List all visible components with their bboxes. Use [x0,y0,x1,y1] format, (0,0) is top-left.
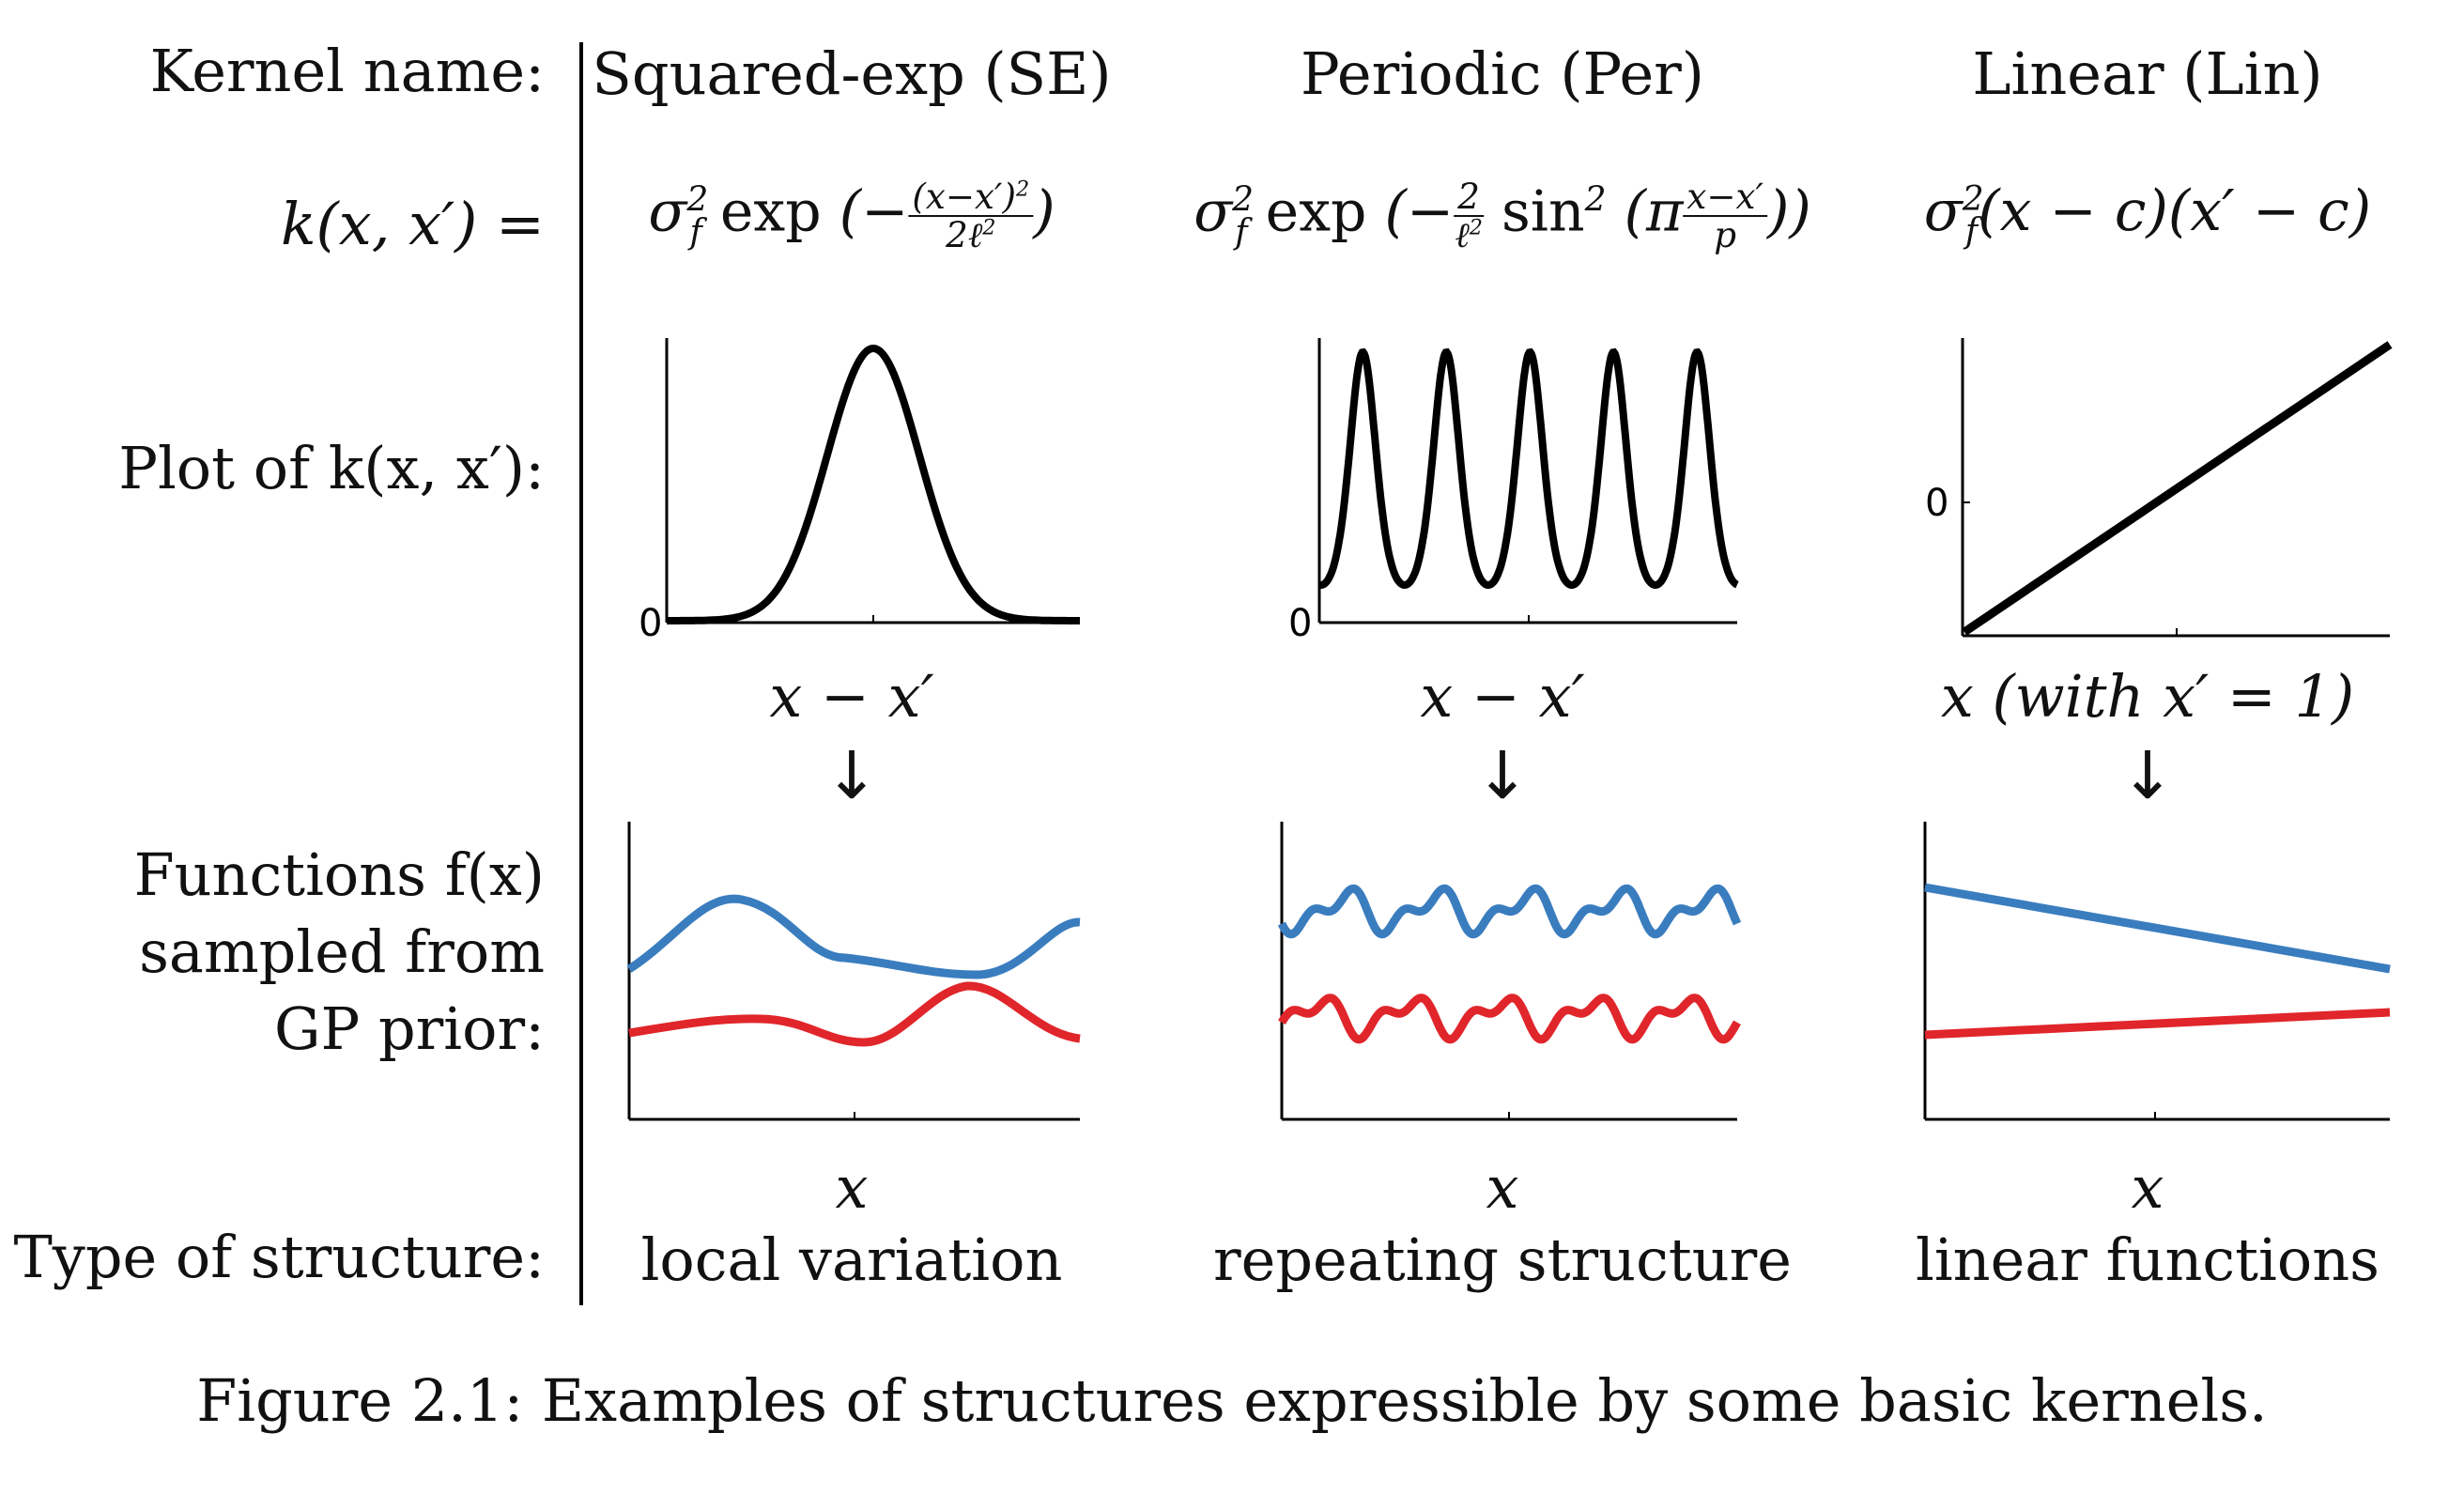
per-sample-xlabel: x [1486,1153,1519,1222]
per-sample-red [1278,994,1741,1044]
se-kernel-curve [667,344,1080,624]
se-arrow-icon: ↓ [824,737,880,814]
per-sample-blue [1277,884,1742,939]
lin-structure-type: linear functions [1916,1225,2379,1294]
se-kernel-plot: 0 [639,338,1080,645]
separator-line [579,42,583,1305]
per-samples-plot [1277,822,1742,1121]
formula-per: σ2f exp (− 2 ℓ2 sin2 (π x−x′ p)) [1194,176,1811,256]
per-kernel-plot: 0 [1288,338,1739,645]
lin-sample-red [1924,1008,2391,1040]
lin-kernel-zero-tick: 0 [1925,482,1948,525]
lin-sample-blue [1924,883,2391,974]
lin-arrow-icon: ↓ [2119,737,2176,814]
per-arrow-icon: ↓ [1474,737,1531,814]
column-title-se: Squared-exp (SE) [592,39,1112,108]
row-label-functions-1: Functions f(x) [133,840,545,909]
se-samples-plot [626,822,1081,1121]
per-kernel-zero-tick: 0 [1288,602,1312,645]
row-label-kernel-formula: k(x, x′) = [280,190,545,258]
figure-caption: Figure 2.1: Examples of structures expre… [196,1366,2268,1435]
lin-sample-xlabel: x [2131,1153,2164,1222]
per-structure-type: repeating structure [1213,1225,1792,1294]
formula-se: σ2f exp (− (x−x′)2 2ℓ2) [648,176,1055,256]
lin-samples-plot [1923,822,2391,1121]
se-sample-blue [626,894,1081,979]
row-label-functions-3: GP prior: [274,994,545,1063]
row-label-functions-2: sampled from [139,917,545,986]
lin-kernel-plot: 0 [1925,338,2393,638]
se-sample-xlabel: x [835,1153,869,1222]
se-plot-xlabel: x − x′ [769,662,934,731]
row-label-plot-of: Plot of k(x, x′): [118,434,545,502]
row-label-type-of-structure: Type of structure: [13,1223,545,1291]
column-title-per: Periodic (Per) [1300,39,1705,108]
per-plot-xlabel: x − x′ [1420,662,1585,731]
formula-lin: σ2f(x − c)(x′ − c) [1923,178,2372,251]
se-sample-red [628,981,1081,1047]
se-structure-type: local variation [640,1225,1063,1294]
per-kernel-curve [1317,347,1739,589]
se-kernel-zero-tick: 0 [639,602,662,645]
lin-kernel-line [1962,341,2393,636]
column-title-lin: Linear (Lin) [1972,39,2323,108]
lin-plot-xlabel: x (with x′ = 1) [1940,662,2355,731]
row-label-kernel-name: Kernel name: [149,37,545,105]
